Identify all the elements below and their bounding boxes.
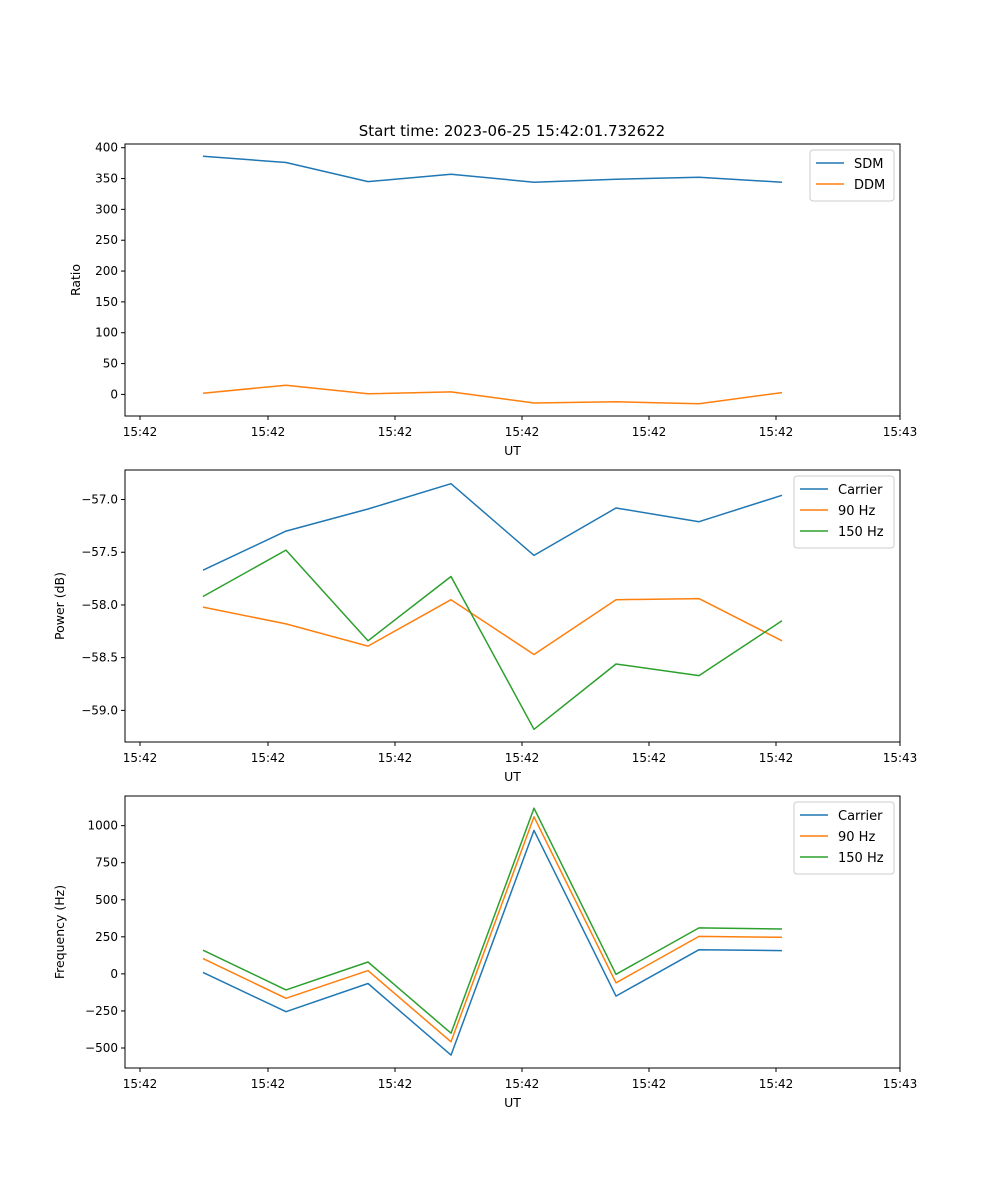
legend-box (793, 801, 895, 875)
x-tick-label: 15:42 (123, 751, 158, 765)
x-tick-label: 15:42 (632, 425, 667, 439)
y-axis-label: Power (dB) (52, 572, 67, 640)
legend-label: 90 Hz (838, 830, 875, 845)
x-tick-label: 15:43 (883, 751, 918, 765)
series-line-1 (202, 155, 783, 183)
x-tick-label: 15:42 (378, 1077, 413, 1091)
x-tick-label: 15:42 (251, 1077, 286, 1091)
plot-frame (124, 469, 901, 743)
y-tick-label: 0 (110, 967, 118, 981)
chart-panel-3: 15:42 15:42 15:42 15:42 15:42 15:42 15:43 UT −50… (52, 795, 918, 1110)
legend-box (793, 475, 895, 549)
y-tick-label: 350 (95, 172, 118, 186)
x-tick-label: 15:42 (632, 751, 667, 765)
y-tick-label: −500 (85, 1041, 118, 1055)
x-tick-label: 15:42 (251, 751, 286, 765)
y-tick-label: 400 (95, 141, 118, 155)
y-tick-label: −58.5 (81, 651, 118, 665)
x-tick-label: 15:42 (378, 425, 413, 439)
y-axis-label: Ratio (68, 264, 83, 296)
y-tick-label: 100 (95, 326, 118, 340)
x-tick-label: 15:42 (759, 425, 794, 439)
x-axis-label: UT (504, 769, 521, 784)
y-tick-label: −58.0 (81, 598, 118, 612)
y-axis-label: Frequency (Hz) (52, 885, 67, 979)
x-tick-label: 15:42 (251, 425, 286, 439)
y-tick-label: 150 (95, 295, 118, 309)
x-axis-label: UT (504, 443, 521, 458)
legend-label: SDM (854, 157, 883, 172)
series-line-2 (202, 816, 783, 1043)
series-line-1 (202, 829, 783, 1056)
series-line-3 (202, 549, 783, 731)
y-tick-label: 250 (95, 233, 118, 247)
legend-label: 150 Hz (838, 851, 884, 866)
y-tick-label: −57.5 (81, 545, 118, 559)
y-tick-label: 200 (95, 264, 118, 278)
x-axis-label: UT (504, 1095, 521, 1110)
x-tick-label: 15:42 (378, 751, 413, 765)
x-tick-label: 15:42 (759, 1077, 794, 1091)
legend-label: Carrier (838, 809, 883, 824)
y-tick-label: 1000 (87, 819, 118, 833)
plot-frame (124, 143, 901, 417)
legend-label: Carrier (838, 483, 883, 498)
y-tick-label: −57.0 (81, 493, 118, 507)
y-tick-label: −250 (85, 1004, 118, 1018)
y-tick-label: 250 (95, 930, 118, 944)
chart-panels: 15:42 15:42 15:42 15:42 15:42 15:42 15:43 UT 0 50… (52, 141, 917, 1110)
series-line-1 (202, 482, 783, 571)
series-line-3 (202, 807, 783, 1034)
x-tick-label: 15:42 (505, 1077, 540, 1091)
legend-label: DDM (854, 178, 885, 193)
series-line-2 (202, 384, 783, 405)
x-tick-label: 15:43 (883, 425, 918, 439)
chart-panel-1: 15:42 15:42 15:42 15:42 15:42 15:42 15:43 UT 0 50… (68, 141, 917, 458)
y-tick-label: 750 (95, 856, 118, 870)
series-line-2 (202, 597, 783, 656)
y-tick-label: −59.0 (81, 703, 118, 717)
x-tick-label: 15:42 (759, 751, 794, 765)
y-tick-label: 50 (103, 357, 118, 371)
x-tick-label: 15:42 (123, 425, 158, 439)
y-tick-label: 300 (95, 202, 118, 216)
x-tick-label: 15:42 (632, 1077, 667, 1091)
x-tick-label: 15:43 (883, 1077, 918, 1091)
figure-title: Start time: 2023-06-25 15:42:01.732622 (359, 122, 665, 140)
legend-label: 90 Hz (838, 504, 875, 519)
y-tick-label: 0 (110, 387, 118, 401)
x-tick-label: 15:42 (505, 751, 540, 765)
x-tick-label: 15:42 (505, 425, 540, 439)
x-tick-label: 15:42 (123, 1077, 158, 1091)
y-tick-label: 500 (95, 893, 118, 907)
chart-panel-2: 15:42 15:42 15:42 15:42 15:42 15:42 15:43 UT −59… (52, 469, 918, 784)
legend-label: 150 Hz (838, 525, 884, 540)
plot-frame (124, 795, 901, 1069)
